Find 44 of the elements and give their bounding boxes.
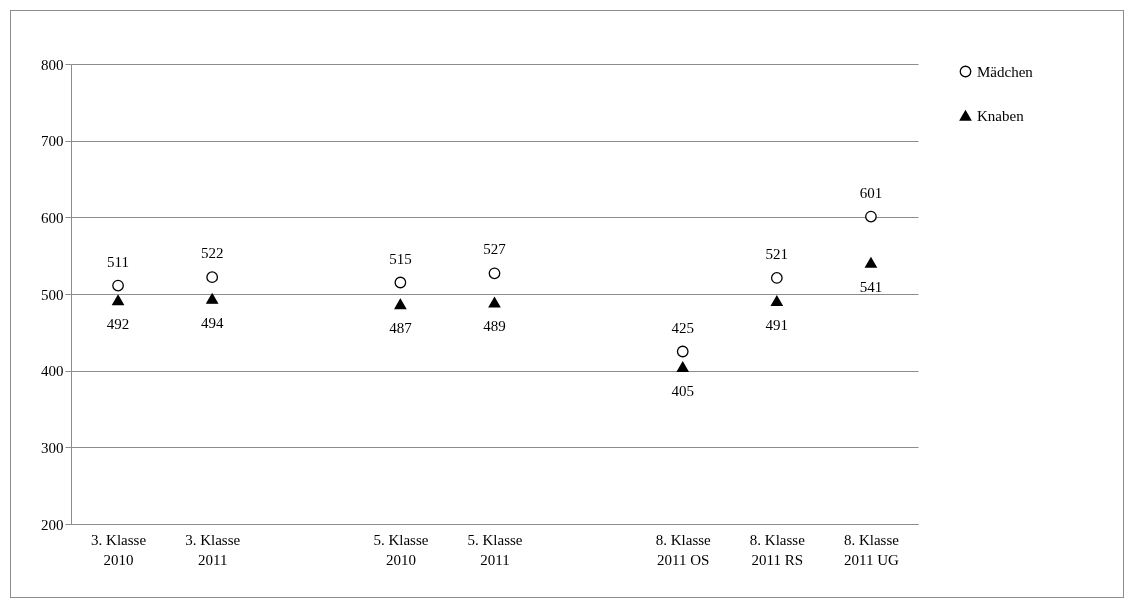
y-tick-label: 700 [41,133,64,150]
data-label: 515 [389,250,412,267]
legend-label: Knaben [977,107,1025,124]
point [770,272,783,284]
point [112,279,124,292]
data-label: 527 [483,241,507,258]
data-label: 511 [107,253,130,270]
point [488,297,501,308]
x-tick-label: 3. Klasse 2011 [185,531,241,568]
y-tick-label: 600 [41,209,64,226]
point [206,293,219,304]
x-tick-label: 3. Klasse 2010 [91,531,147,568]
y-tick-label: 400 [41,363,64,380]
data-label: 487 [389,319,413,336]
data-label: 494 [200,314,224,331]
point [206,271,219,284]
data-label: 425 [671,319,694,336]
x-tick-label: 8. Klasse 2011 UG [843,531,900,568]
point [488,267,501,280]
y-tick-label: 300 [41,439,64,456]
y-tick-label: 800 [41,56,64,73]
data-label: 522 [200,245,224,262]
x-tick-label: 8. Klasse 2011 RS [749,531,806,568]
x-tick-label: 5. Klasse 2011 [467,531,523,568]
data-label: 491 [765,316,789,333]
x-tick-label: 8. Klasse 2011 OS [655,531,712,568]
y-tick-label: 200 [41,516,64,533]
point [865,257,877,268]
data-label: 521 [765,245,789,262]
point [865,210,877,223]
y-tick-label: 500 [41,286,64,303]
data-label: 492 [106,316,130,333]
data-label: 489 [483,318,506,335]
point [112,294,124,306]
legend-label: Mädchen [977,63,1034,80]
data-label: 405 [671,382,694,399]
data-label: 541 [859,278,883,295]
x-tick-label: 5. Klasse 2010 [373,531,429,568]
point [770,295,783,307]
point [676,345,689,358]
point [394,298,407,310]
data-label: 601 [859,184,883,201]
point [676,361,689,373]
point [394,276,407,289]
